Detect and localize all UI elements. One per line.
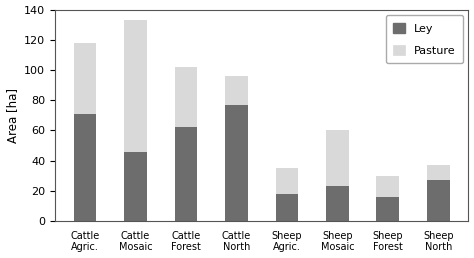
- Bar: [124, 152, 147, 221]
- Bar: [376, 176, 399, 197]
- Bar: [225, 76, 248, 105]
- Legend: Ley, Pasture: Ley, Pasture: [386, 15, 463, 63]
- Bar: [275, 194, 298, 221]
- Bar: [124, 20, 147, 152]
- Bar: [427, 165, 450, 180]
- Bar: [174, 127, 197, 221]
- Bar: [427, 180, 450, 221]
- Bar: [376, 197, 399, 221]
- Bar: [174, 67, 197, 127]
- Bar: [74, 114, 96, 221]
- Bar: [225, 105, 248, 221]
- Bar: [326, 131, 349, 186]
- Bar: [326, 186, 349, 221]
- Bar: [275, 168, 298, 194]
- Y-axis label: Area [ha]: Area [ha]: [6, 88, 18, 143]
- Bar: [74, 43, 96, 114]
